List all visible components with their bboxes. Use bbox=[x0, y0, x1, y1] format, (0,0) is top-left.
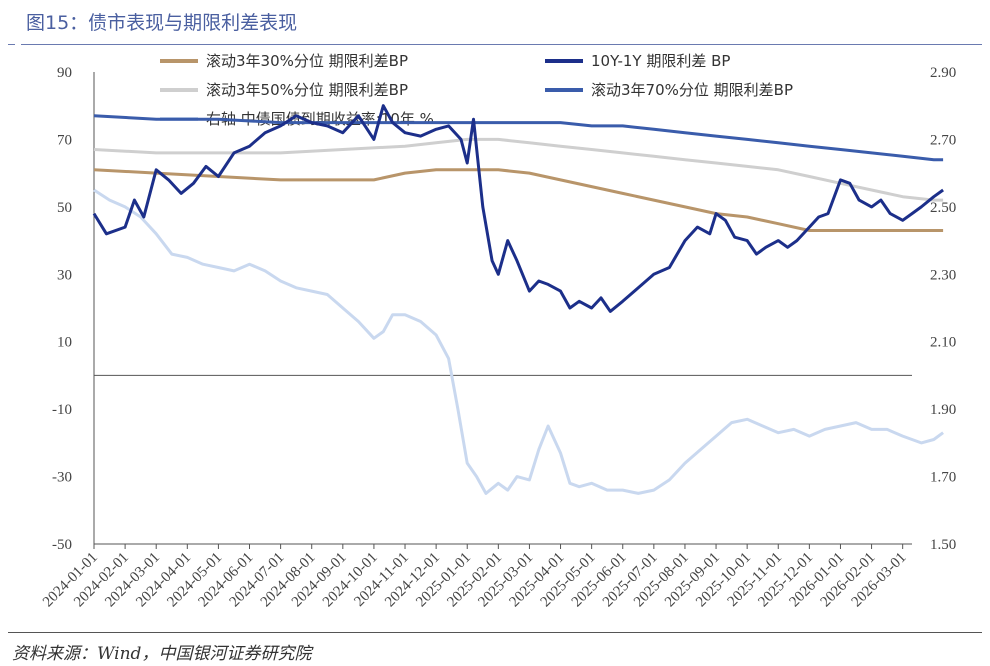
legend-label-p30: 滚动3年30%分位 期限利差BP bbox=[206, 52, 408, 70]
legend-label-p50: 滚动3年50%分位 期限利差BP bbox=[206, 81, 408, 99]
source-note: 资料来源：Wind，中国银河证券研究院 bbox=[12, 644, 312, 664]
y2-tick-label: 2.50 bbox=[930, 200, 956, 216]
y2-tick-label: 2.10 bbox=[930, 335, 956, 351]
chart-area: 滚动3年30%分位 期限利差BP 10Y-1Y 期限利差 BP 滚动3年50%分位 … bbox=[40, 52, 956, 610]
y2-tick-label: 2.90 bbox=[930, 65, 956, 81]
y-tick-label: -50 bbox=[52, 537, 72, 553]
y-tick-label: 10 bbox=[57, 335, 72, 351]
legend-label-p70: 滚动3年70%分位 期限利差BP bbox=[591, 81, 793, 99]
y-tick-label: -10 bbox=[52, 402, 72, 418]
y2-tick-label: 1.50 bbox=[930, 537, 956, 553]
bottom-rule bbox=[8, 632, 982, 633]
y2-tick-label: 2.70 bbox=[930, 132, 956, 148]
series-line-p50 bbox=[93, 137, 944, 202]
y2-tick-label: 1.70 bbox=[930, 470, 956, 486]
top-rule bbox=[8, 44, 982, 45]
y-tick-label: 70 bbox=[57, 132, 72, 148]
y-tick-label: 50 bbox=[57, 200, 72, 216]
y2-tick-label: 2.30 bbox=[930, 267, 956, 283]
legend-label-spread: 10Y-1Y 期限利差 BP bbox=[591, 52, 730, 70]
y-tick-label: 90 bbox=[57, 65, 72, 81]
series-line-p70 bbox=[93, 114, 944, 162]
top-rule-gap bbox=[15, 44, 21, 45]
y2-tick-label: 1.90 bbox=[930, 402, 956, 418]
series-lines bbox=[92, 104, 944, 495]
y-tick-label: 30 bbox=[57, 267, 72, 283]
series-line-p30 bbox=[93, 168, 944, 232]
chart-title: 图15：债市表现与期限利差表现 bbox=[26, 12, 298, 34]
y-tick-label: -30 bbox=[52, 470, 72, 486]
series-line-yield bbox=[93, 188, 944, 495]
series-line-spread bbox=[92, 104, 944, 313]
legend: 滚动3年30%分位 期限利差BP 10Y-1Y 期限利差 BP 滚动3年50%分位 … bbox=[160, 52, 793, 128]
